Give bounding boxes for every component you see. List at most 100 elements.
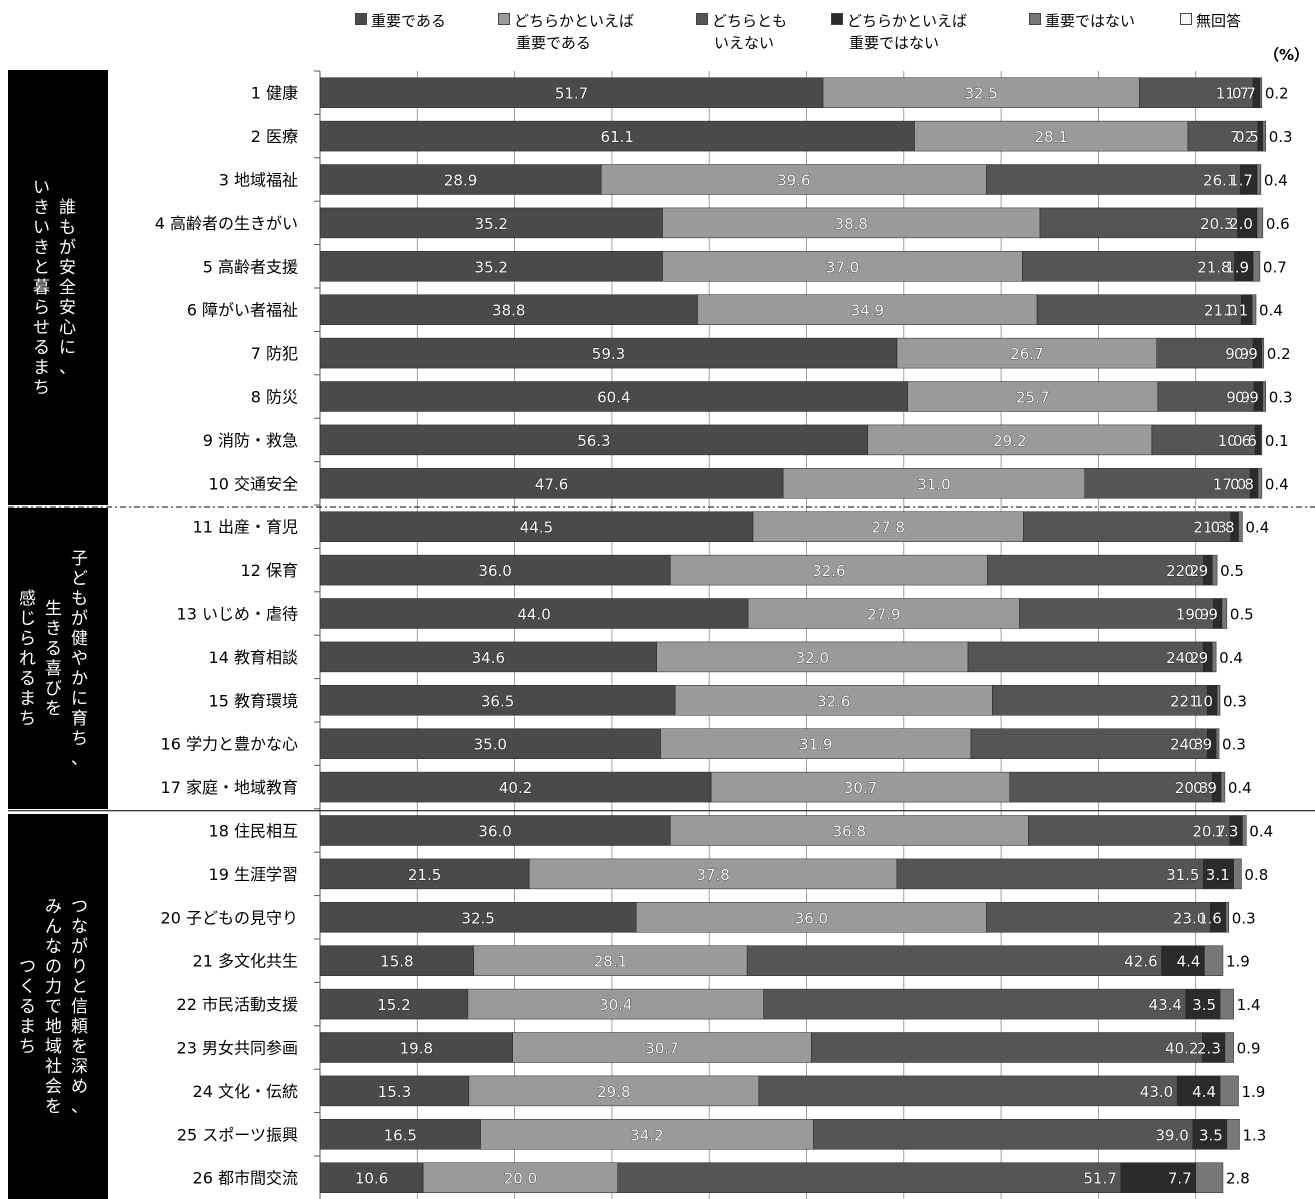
section-char: か bbox=[71, 668, 88, 689]
value-label: 20.8 bbox=[1175, 779, 1208, 797]
bar-segment bbox=[746, 945, 1162, 976]
bar-segment bbox=[635, 902, 987, 933]
bar-segment bbox=[867, 424, 1153, 456]
bar-segment bbox=[319, 1075, 470, 1107]
legend-item: どちらかといえば 重要である bbox=[498, 10, 634, 54]
bar-segment bbox=[697, 294, 1038, 325]
section-char: き bbox=[33, 237, 50, 258]
section-char: 会 bbox=[45, 1076, 62, 1097]
bar-segment bbox=[1022, 251, 1235, 282]
value-label: 3.5 bbox=[1192, 996, 1216, 1014]
value-label: 11.7 bbox=[1216, 85, 1249, 103]
bar-segment bbox=[512, 1032, 812, 1063]
value-label: 22.1 bbox=[1170, 692, 1203, 710]
value-label: 0.4 bbox=[1219, 649, 1243, 667]
bar-segment bbox=[422, 1162, 618, 1193]
value-label: 32.5 bbox=[461, 909, 494, 927]
section-char: い bbox=[33, 177, 50, 198]
section-char: ど bbox=[71, 568, 88, 589]
bar-segment bbox=[970, 728, 1208, 759]
legend-swatch bbox=[498, 13, 510, 25]
bar-segment bbox=[319, 988, 469, 1020]
category-label: 17 家庭・地域教育 bbox=[161, 778, 298, 797]
section-char: 力 bbox=[45, 976, 62, 997]
bar-segment bbox=[1260, 424, 1263, 456]
bar-segment bbox=[319, 120, 915, 152]
section-char: り bbox=[71, 956, 88, 977]
bar-segment bbox=[782, 468, 1086, 499]
category-label: 3 地域福祉 bbox=[219, 171, 298, 190]
value-label: 0.4 bbox=[1245, 519, 1269, 537]
value-label: 32.6 bbox=[817, 692, 850, 710]
value-label: 0.3 bbox=[1269, 128, 1293, 146]
section-char: ま bbox=[33, 357, 50, 378]
unit-label: （%） bbox=[1263, 46, 1309, 64]
bar-segment bbox=[1187, 120, 1259, 152]
section-char: や bbox=[71, 648, 88, 669]
value-label: 35.2 bbox=[475, 258, 508, 276]
bar-segment bbox=[600, 164, 987, 195]
bar-segment bbox=[670, 815, 1029, 846]
value-label: 51.7 bbox=[1083, 1170, 1116, 1188]
section-3-col-3: つくるまち bbox=[19, 814, 36, 1199]
bar-segment bbox=[1204, 945, 1224, 976]
section-char: 、 bbox=[71, 748, 88, 769]
bar-segment bbox=[1009, 771, 1213, 803]
value-label: 34.9 bbox=[851, 302, 884, 320]
value-label: 27.8 bbox=[872, 519, 905, 537]
value-label: 0.2 bbox=[1265, 85, 1289, 103]
section-char: ち bbox=[71, 728, 88, 749]
value-label: 0.9 bbox=[1184, 562, 1208, 580]
value-label: 17.0 bbox=[1213, 475, 1246, 493]
section-char: な bbox=[71, 916, 88, 937]
legend-label: どちらかといえば bbox=[847, 12, 968, 30]
value-label: 24.3 bbox=[1170, 736, 1203, 754]
bar-segment bbox=[1256, 207, 1264, 239]
value-label: 0.4 bbox=[1265, 475, 1289, 493]
bar-segment bbox=[319, 1032, 513, 1063]
value-label: 0.5 bbox=[1235, 128, 1259, 146]
bar-segment bbox=[319, 294, 698, 325]
value-label: 21.0 bbox=[1204, 302, 1237, 320]
value-label: 31.0 bbox=[917, 475, 950, 493]
value-label: 0.8 bbox=[1211, 519, 1235, 537]
legend-item: どちらかといえば 重要ではない bbox=[831, 10, 967, 54]
value-label: 7.7 bbox=[1168, 1170, 1192, 1188]
category-label: 5 高齢者支援 bbox=[203, 257, 298, 276]
category-label: 10 交通安全 bbox=[209, 474, 298, 493]
value-label: 0.5 bbox=[1220, 562, 1244, 580]
value-label: 0.4 bbox=[1264, 172, 1288, 190]
value-label: 43.4 bbox=[1149, 996, 1182, 1014]
bar-segment bbox=[986, 902, 1211, 933]
category-label: 9 消防・救急 bbox=[203, 431, 298, 450]
category-label: 4 高齢者の生きがい bbox=[155, 214, 298, 233]
bar-segment bbox=[1220, 771, 1226, 803]
bar-segment bbox=[1036, 294, 1242, 325]
section-char: き bbox=[45, 618, 62, 639]
section-3-col-1: つながりと信頼を深め、 bbox=[71, 814, 88, 1199]
value-label: 40.2 bbox=[1165, 1040, 1198, 1058]
value-label: 10.6 bbox=[1218, 432, 1251, 450]
category-label: 12 保育 bbox=[241, 561, 298, 580]
bar-segment bbox=[319, 902, 637, 933]
value-label: 29.8 bbox=[597, 1083, 630, 1101]
bar-segment bbox=[319, 164, 602, 195]
bar-segment bbox=[752, 511, 1024, 542]
bar-segment bbox=[473, 945, 748, 976]
value-label: 1.9 bbox=[1225, 258, 1249, 276]
value-label: 38.8 bbox=[835, 215, 868, 233]
legend-item: 重要である bbox=[355, 10, 446, 32]
legend-label: どちらかといえば bbox=[514, 12, 635, 30]
bar-segment bbox=[967, 641, 1204, 673]
value-label: 1.3 bbox=[1242, 1126, 1266, 1144]
bar-segment bbox=[617, 1162, 1122, 1193]
bar-segment bbox=[1211, 554, 1218, 586]
section-char: ち bbox=[33, 377, 50, 398]
bar-segment bbox=[319, 424, 869, 456]
bar-segment bbox=[319, 771, 712, 803]
section-char: 地 bbox=[45, 1016, 62, 1037]
value-label: 0.5 bbox=[1230, 606, 1254, 624]
bar-segment bbox=[1225, 902, 1230, 933]
section-char: と bbox=[71, 976, 88, 997]
value-label: 0.9 bbox=[1184, 649, 1208, 667]
